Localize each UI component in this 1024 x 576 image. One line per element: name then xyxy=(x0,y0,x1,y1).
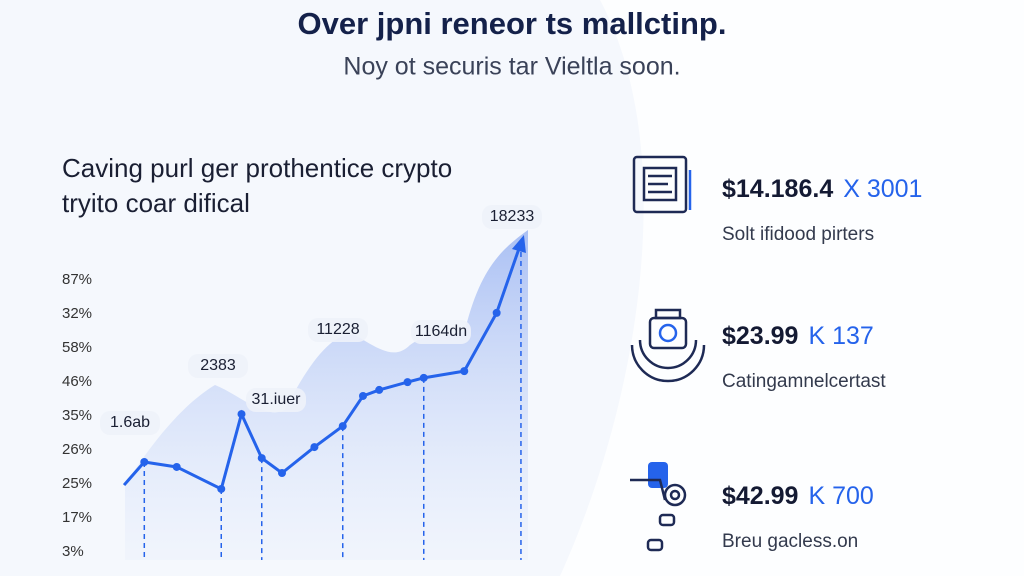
y-tick-label: 58% xyxy=(62,339,92,356)
y-tick-label: 3% xyxy=(62,543,84,560)
stat-change: K 700 xyxy=(808,482,873,510)
stat-caption: Breu gacless.on xyxy=(722,531,858,552)
annotation-box xyxy=(188,354,248,378)
arrow-head xyxy=(511,234,526,253)
stat-amount: $14.186.4 xyxy=(722,175,833,203)
point xyxy=(403,378,412,387)
annotation-box xyxy=(308,318,368,342)
stat-change: X 3001 xyxy=(843,175,922,203)
point xyxy=(310,443,319,452)
annotation: 11228 xyxy=(316,321,359,338)
annotation: 1.6ab xyxy=(110,414,150,431)
line xyxy=(122,242,523,492)
y-tick-label: 87% xyxy=(62,271,92,288)
y-tick-label: 25% xyxy=(62,475,92,492)
stat-change: K 137 xyxy=(808,322,873,350)
annotation: 1164dn xyxy=(415,323,467,340)
annotation: 18233 xyxy=(490,208,535,225)
stat-value: $23.99 K 137 xyxy=(722,322,874,350)
annotation-box xyxy=(100,411,160,435)
point xyxy=(237,410,246,419)
chart-title: Caving purl ger prothentice crypto xyxy=(62,153,452,183)
point xyxy=(359,391,367,400)
point xyxy=(338,422,347,431)
annotation: 2383 xyxy=(200,357,236,374)
y-tick-label: 35% xyxy=(62,407,92,424)
stat-value: $14.186.4 X 3001 xyxy=(722,175,922,203)
point xyxy=(172,462,181,471)
point xyxy=(217,484,226,493)
page-title: Over jpni reneor ts mallctinp. xyxy=(298,6,727,41)
point xyxy=(419,373,428,382)
y-tick-label: 17% xyxy=(62,509,92,526)
icon-hand-coin xyxy=(630,462,687,552)
y-tick-label: 46% xyxy=(62,373,92,390)
point xyxy=(278,468,286,477)
stat-caption: Catingamnelcertast xyxy=(722,371,886,392)
stat-amount: $23.99 xyxy=(722,322,798,350)
icon-safe xyxy=(630,308,706,383)
stat-amount: $42.99 xyxy=(722,482,798,510)
background-curve xyxy=(560,0,1024,576)
stat-value: $42.99 K 700 xyxy=(722,482,874,510)
icon-document xyxy=(632,155,692,214)
annotation-box xyxy=(482,205,542,229)
y-tick-label: 32% xyxy=(62,305,92,322)
chart-title: tryito coar difical xyxy=(62,188,250,218)
point xyxy=(257,454,266,463)
annotation-box xyxy=(411,320,471,344)
point xyxy=(140,457,149,466)
point xyxy=(460,367,469,376)
page-subtitle: Noy ot securis tar Vieltla soon. xyxy=(343,53,680,81)
point xyxy=(492,308,501,317)
annotation: 31.iuer xyxy=(252,391,302,408)
point xyxy=(375,385,384,394)
annotation-box xyxy=(246,388,306,412)
stat-caption: Solt ifidood pirters xyxy=(722,224,874,245)
y-tick-label: 26% xyxy=(62,441,92,458)
